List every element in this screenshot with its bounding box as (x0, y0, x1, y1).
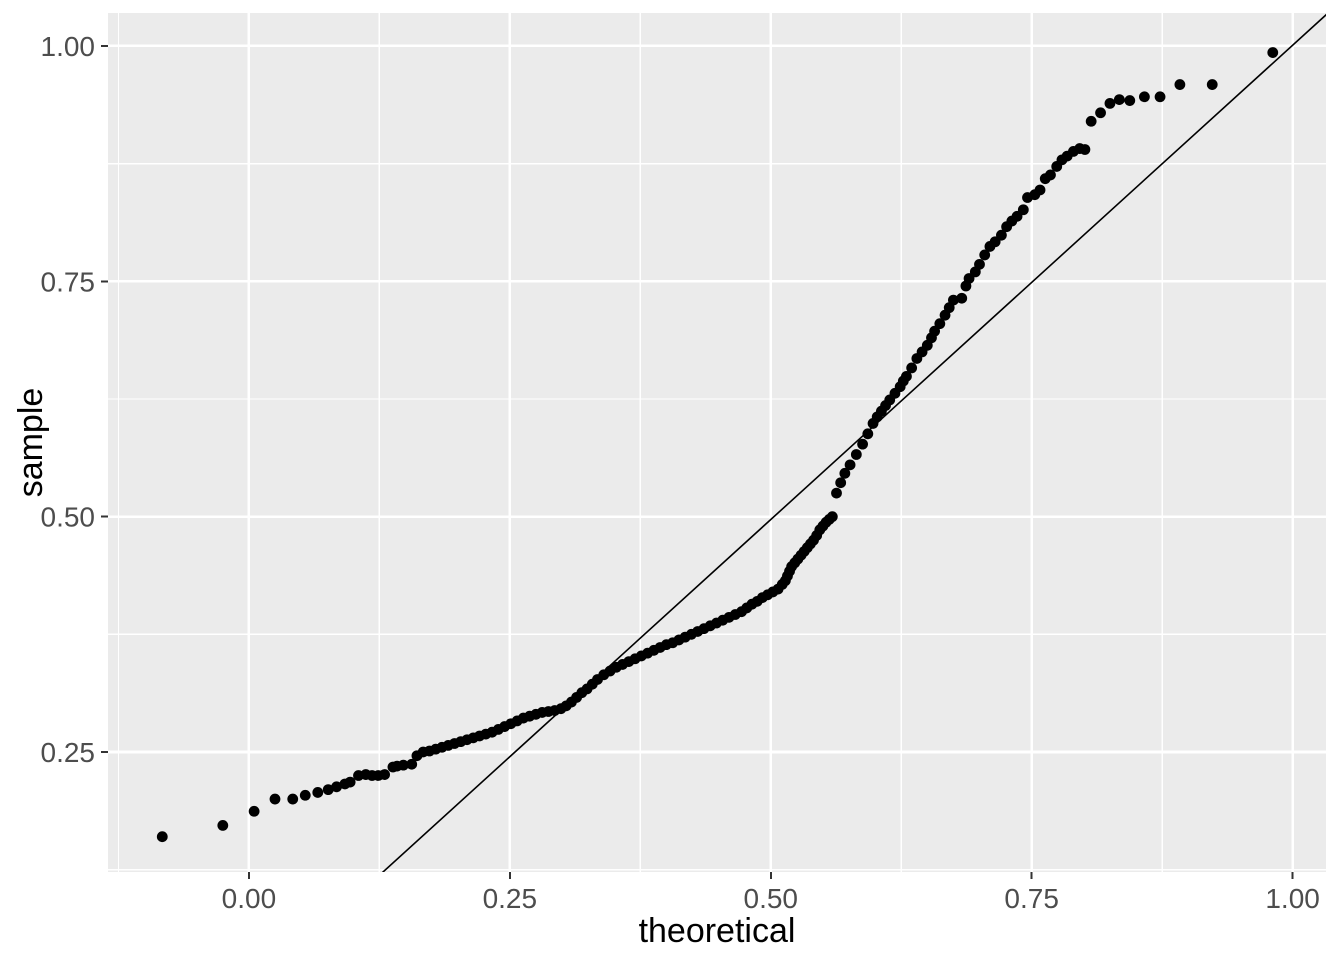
data-point (1104, 97, 1116, 109)
data-point (996, 229, 1007, 241)
y-tick-label: 1.00 (41, 31, 96, 62)
data-point (344, 776, 356, 788)
data-point (312, 787, 324, 798)
data-point (1045, 169, 1056, 181)
data-point (1113, 94, 1125, 106)
data-point (901, 370, 912, 382)
data-point (1085, 115, 1097, 127)
data-point (974, 258, 985, 270)
data-point (826, 511, 838, 523)
data-points (156, 47, 1279, 843)
x-tick-labels: 0.00 0.25 0.50 0.75 1.00 (222, 883, 1320, 914)
data-point (929, 325, 941, 337)
data-point (217, 820, 229, 831)
y-tick-label: 0.25 (41, 737, 96, 768)
data-point (299, 789, 311, 801)
data-point (947, 294, 959, 306)
plot-panel (108, 13, 1326, 872)
x-tick-label: 0.25 (483, 883, 538, 914)
data-point (1174, 79, 1186, 90)
data-point (379, 769, 390, 780)
major-gridlines (108, 13, 1326, 872)
y-tick-label: 0.50 (41, 502, 96, 533)
data-point (850, 449, 862, 460)
data-point (156, 831, 168, 843)
data-point (1124, 95, 1136, 106)
data-point (1017, 204, 1029, 216)
data-point (406, 758, 418, 770)
data-point (331, 781, 342, 793)
y-axis-title: sample (12, 388, 50, 498)
y-tick-labels: 0.25 0.50 0.75 1.00 (41, 31, 96, 768)
data-layer (156, 13, 1326, 872)
x-tick-label: 1.00 (1265, 883, 1320, 914)
data-point (269, 793, 281, 805)
data-point (831, 487, 842, 499)
axis-tick-marks (101, 44, 1294, 879)
data-point (1206, 79, 1218, 90)
data-point (1034, 184, 1046, 196)
data-point (248, 805, 260, 817)
data-point (1138, 91, 1150, 103)
data-point (397, 759, 409, 771)
data-point (1154, 91, 1166, 103)
data-point (844, 459, 856, 471)
data-point (287, 793, 299, 805)
data-point (862, 428, 874, 440)
reference-line (381, 13, 1326, 872)
data-point (956, 292, 968, 304)
data-point (906, 362, 918, 374)
data-point (857, 438, 868, 450)
x-tick-label: 0.00 (222, 883, 277, 914)
x-axis-title: theoretical (639, 912, 796, 950)
data-point (839, 467, 851, 479)
data-point (934, 318, 946, 330)
data-point (1267, 47, 1279, 58)
data-point (835, 477, 847, 489)
data-point (322, 784, 334, 796)
x-tick-label: 0.50 (744, 883, 799, 914)
data-point (979, 249, 991, 261)
data-point (1079, 144, 1091, 155)
data-point (1095, 107, 1106, 119)
y-tick-label: 0.75 (41, 266, 96, 297)
minor-gridlines (108, 13, 1326, 872)
x-tick-label: 0.75 (1004, 883, 1059, 914)
